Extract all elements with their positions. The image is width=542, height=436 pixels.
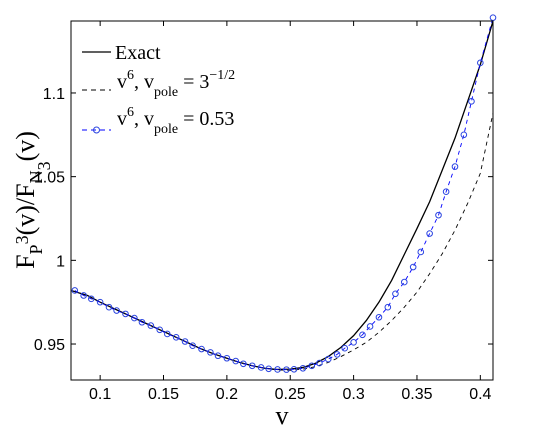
series-pole-b-marker	[223, 354, 231, 362]
series-pole-b-marker	[131, 314, 138, 322]
series-pole-b-marker	[164, 330, 171, 338]
y-tick-label: 1.1	[43, 86, 65, 103]
series-pole-b-marker	[400, 278, 408, 286]
y-tick-label: 0.95	[34, 337, 65, 354]
series-pole-b-marker	[96, 298, 104, 306]
plot-background	[71, 21, 493, 380]
legend-pole-a-mid: , v	[134, 71, 154, 93]
series-pole-b-marker	[375, 313, 383, 321]
series-pole-b-marker	[138, 318, 146, 326]
series-pole-b-marker	[248, 362, 256, 370]
y-label-sup3: 3	[12, 235, 32, 244]
legend-pole-a-sub: pole	[154, 85, 178, 100]
series-pole-b-marker	[207, 349, 214, 356]
x-tick-label: 0.15	[148, 386, 179, 403]
y-tick-label: 1	[56, 253, 65, 270]
series-pole-b-marker	[468, 98, 475, 105]
series-pole-b-marker	[214, 352, 222, 360]
series-pole-b-marker	[257, 364, 265, 371]
x-axis-label: v	[276, 401, 289, 430]
series-pole-b-marker	[442, 188, 450, 196]
legend-pole-b-label: v6, vpole = 0.53	[117, 105, 234, 137]
series-pole-b-marker	[409, 263, 417, 271]
series-pole-b-marker	[198, 345, 205, 353]
y-label-mid: (v)/F	[11, 183, 40, 235]
series-pole-b-marker	[451, 163, 459, 170]
legend: Exact v6, vpole = 3−1/2 v6, vpole = 0.53	[82, 42, 235, 137]
series-pole-b-marker	[232, 357, 240, 365]
series-pole-b-marker	[392, 290, 399, 298]
y-label-tail: (v)	[11, 131, 40, 161]
series-pole-b-marker	[426, 230, 433, 237]
series-pole-b-marker	[316, 359, 323, 367]
y-label-sub3: 3	[34, 161, 54, 170]
series-pole-b-marker	[274, 366, 281, 373]
series-pole-b-marker	[105, 303, 113, 311]
series-pole-b-marker	[181, 338, 189, 345]
series-pole-b-marker	[240, 360, 247, 368]
x-tick-label: 0.2	[216, 386, 238, 403]
series-pole-b-marker	[113, 307, 120, 314]
series-pole-b-marker	[147, 322, 155, 329]
y-label-sub-p: P	[26, 244, 46, 254]
series-pole-b-marker	[71, 287, 79, 294]
series-pole-b-marker	[366, 323, 374, 330]
series-pole-b-marker	[189, 342, 196, 349]
series-pole-b-marker	[350, 339, 357, 346]
legend-exact-label: Exact	[115, 42, 161, 64]
y-label-sub-n: N	[26, 170, 46, 183]
legend-pole-b-eq: = 0.53	[178, 108, 234, 130]
x-tick-label: 0.35	[401, 386, 432, 403]
x-tick-label: 0.1	[89, 386, 111, 403]
series-pole-b-marker	[477, 59, 484, 67]
series-pole-b-marker	[308, 362, 316, 370]
y-axis-label: FP3(v)/FN3(v)	[11, 131, 54, 269]
series-pole-b-marker	[359, 331, 366, 339]
legend-pole-a-exp: −1/2	[209, 68, 235, 83]
series-pole-b-marker	[435, 211, 442, 219]
y-tick-label: 1.05	[34, 170, 65, 187]
plot-frame	[70, 20, 494, 381]
series-pole-b-marker	[156, 326, 164, 334]
series-pole-b-marker	[299, 364, 307, 372]
legend-pole-b-sub: pole	[154, 122, 178, 137]
series-pole-b-marker	[87, 295, 95, 303]
legend-pole-b-marker	[93, 126, 100, 134]
series-pole-b-marker	[172, 334, 180, 341]
series-pole-b-marker	[283, 366, 290, 373]
series-pole-b-marker	[384, 303, 392, 311]
series-layer	[71, 14, 497, 373]
legend-pole-b-base: v	[117, 108, 127, 130]
x-tick-label: 0.4	[469, 386, 491, 403]
series-pole-b-marker	[341, 344, 349, 352]
legend-pole-b-sup: 6	[127, 105, 134, 120]
series-pole-b-marker	[122, 310, 129, 318]
tick-layer: 0.1 0.15 0.2 0.25 0.3 0.35 0.4 0.95 1 1.05 1.1	[34, 21, 493, 403]
legend-pole-a-eq: = 3	[178, 71, 209, 93]
series-pole-b-marker	[290, 365, 298, 373]
y-label-base1: F	[11, 254, 40, 268]
legend-pole-b-mid: , v	[134, 108, 154, 130]
series-pole-b-marker	[417, 248, 425, 256]
series-pole-b-marker	[324, 355, 332, 363]
series-pole-b-marker	[333, 351, 341, 358]
legend-pole-a-sup: 6	[127, 68, 134, 83]
y-axis-label-text: FP3(v)/FN3(v)	[11, 131, 54, 269]
series-pole-b-marker	[80, 292, 87, 299]
x-tick-label: 0.3	[342, 386, 364, 403]
series-pole-b-marker	[460, 131, 468, 139]
series-pole-b-marker	[489, 14, 497, 21]
x-tick-label: 0.25	[275, 386, 306, 403]
series-pole-b-marker	[265, 365, 272, 373]
legend-pole-a-base: v	[117, 71, 127, 93]
legend-pole-a-label: v6, vpole = 3−1/2	[117, 68, 235, 100]
